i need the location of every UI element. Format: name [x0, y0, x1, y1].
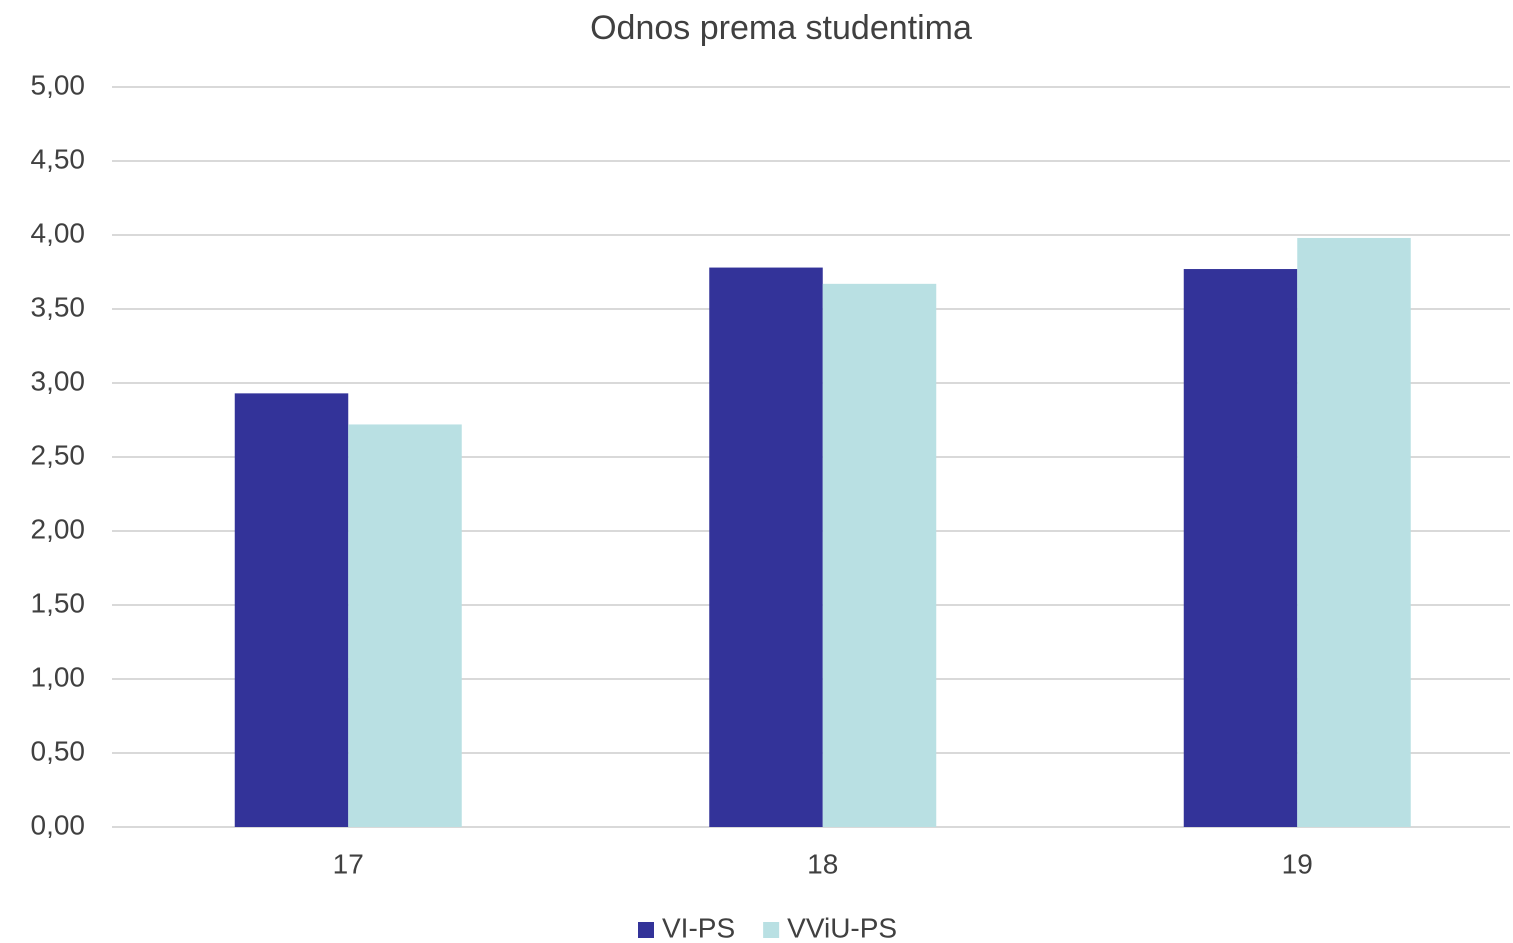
y-tick-label: 2,50 — [31, 439, 86, 470]
y-tick-label: 0,00 — [31, 809, 86, 840]
y-tick-label: 4,50 — [31, 143, 86, 174]
y-tick-label: 5,00 — [31, 69, 86, 100]
y-tick-label: 1,00 — [31, 661, 86, 692]
legend-swatch — [638, 922, 654, 938]
bar — [348, 424, 462, 827]
chart-title: Odnos prema studentima — [590, 9, 972, 47]
bar — [822, 283, 937, 828]
bar — [709, 267, 823, 827]
y-tick-label: 2,00 — [31, 513, 86, 544]
x-tick-label: 17 — [333, 848, 364, 879]
bar — [1183, 269, 1298, 827]
y-tick-label: 4,00 — [31, 217, 86, 248]
legend-label: VI-PS — [662, 912, 735, 943]
legend-swatch — [763, 922, 780, 938]
bar — [234, 393, 349, 827]
y-tick-label: 1,50 — [31, 587, 86, 618]
y-tick-label: 3,50 — [31, 291, 86, 322]
x-tick-label: 18 — [807, 848, 838, 879]
y-tick-label: 3,00 — [31, 365, 86, 396]
legend-label: VViU-PS — [787, 912, 897, 943]
bar — [1297, 237, 1411, 827]
x-tick-label: 19 — [1282, 848, 1313, 879]
y-tick-label: 0,50 — [31, 735, 86, 766]
